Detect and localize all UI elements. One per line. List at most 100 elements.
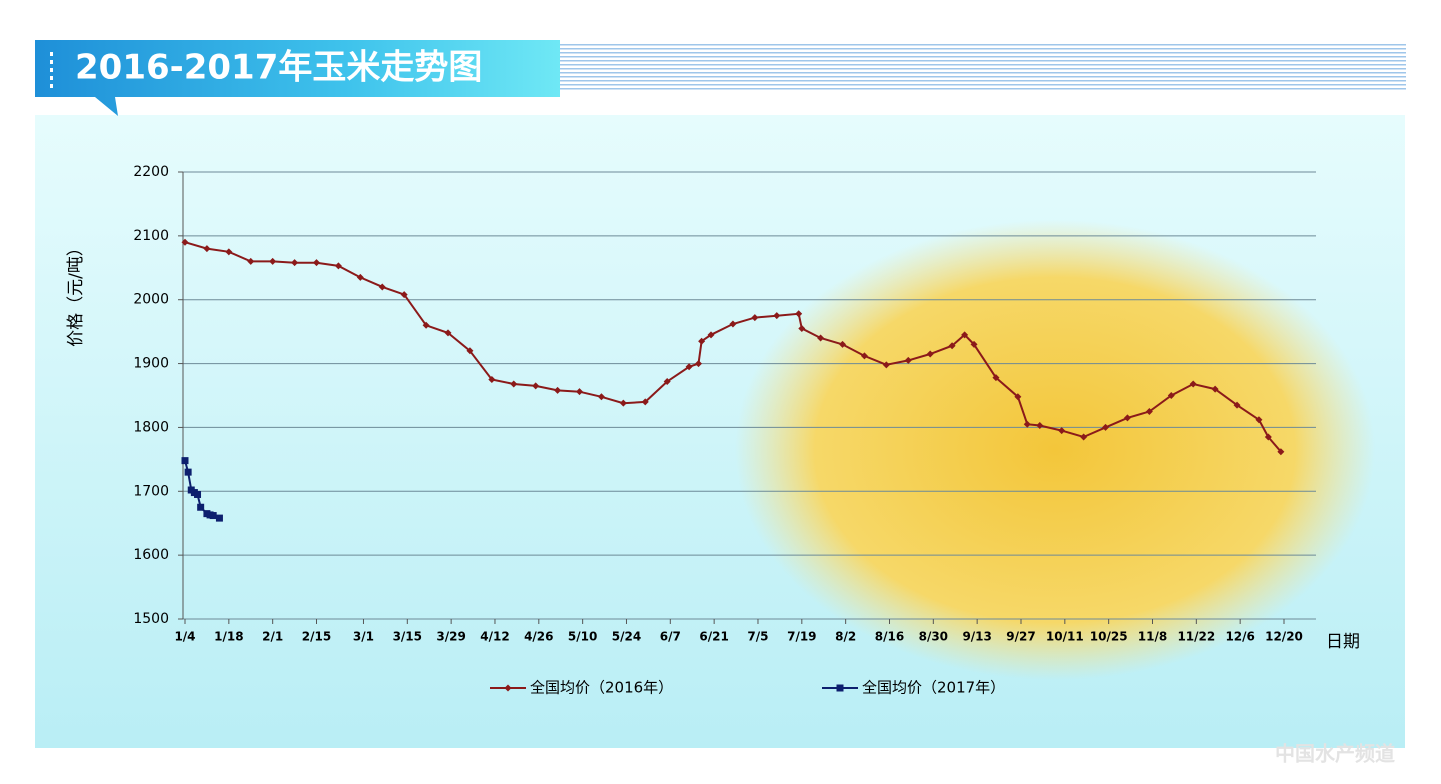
marker bbox=[619, 399, 627, 407]
marker bbox=[1255, 416, 1263, 424]
marker bbox=[1167, 392, 1175, 399]
marker bbox=[1277, 448, 1285, 456]
marker bbox=[1080, 433, 1088, 441]
marker bbox=[532, 382, 540, 390]
x-tick-label: 12/6 bbox=[1225, 630, 1254, 644]
marker bbox=[1211, 385, 1219, 393]
x-tick-label: 9/27 bbox=[1006, 630, 1035, 644]
x-tick-label: 11/22 bbox=[1177, 630, 1215, 644]
marker bbox=[795, 310, 803, 318]
x-tick-label: 12/20 bbox=[1265, 630, 1303, 644]
x-tick-label: 5/24 bbox=[612, 630, 641, 644]
marker bbox=[992, 374, 1000, 382]
marker bbox=[209, 512, 217, 520]
marker bbox=[247, 257, 255, 265]
marker bbox=[751, 314, 759, 322]
marker bbox=[970, 340, 978, 348]
marker bbox=[356, 273, 364, 281]
x-tick-label: 3/29 bbox=[436, 630, 465, 644]
marker bbox=[203, 245, 211, 253]
x-tick-label: 5/10 bbox=[568, 630, 597, 644]
marker bbox=[576, 388, 584, 396]
marker bbox=[181, 457, 189, 465]
x-tick-label: 7/19 bbox=[787, 630, 816, 644]
marker bbox=[1102, 423, 1110, 431]
marker bbox=[1145, 407, 1153, 415]
x-tick-label: 11/8 bbox=[1138, 630, 1167, 644]
x-tick-label: 6/21 bbox=[699, 630, 728, 644]
y-tick-label: 2100 bbox=[133, 228, 169, 244]
x-tick-label: 8/16 bbox=[875, 630, 904, 644]
x-tick-label: 8/2 bbox=[835, 630, 856, 644]
marker bbox=[707, 331, 715, 339]
x-tick-label: 10/25 bbox=[1090, 630, 1128, 644]
marker bbox=[1123, 414, 1131, 422]
marker bbox=[422, 321, 430, 329]
marker bbox=[948, 342, 956, 350]
marker bbox=[729, 320, 737, 328]
marker bbox=[926, 350, 934, 358]
x-axis-title: 日期 bbox=[1326, 632, 1360, 652]
marker bbox=[215, 514, 223, 522]
marker bbox=[836, 684, 844, 692]
marker bbox=[269, 257, 277, 265]
y-tick-label: 1500 bbox=[133, 611, 169, 627]
stripes bbox=[560, 42, 1406, 92]
x-tick-label: 9/13 bbox=[962, 630, 991, 644]
x-tick-label: 1/4 bbox=[174, 630, 195, 644]
marker bbox=[685, 363, 693, 371]
marker bbox=[798, 324, 806, 332]
y-tick-label: 1700 bbox=[133, 483, 169, 499]
x-tick-label: 3/15 bbox=[393, 630, 422, 644]
chart-title: 2016-2017年玉米走势图 bbox=[75, 48, 482, 88]
legend-label: 全国均价（2017年） bbox=[862, 679, 1005, 697]
marker bbox=[554, 386, 562, 394]
marker bbox=[698, 337, 706, 345]
marker bbox=[1233, 401, 1241, 409]
x-tick-label: 2/1 bbox=[262, 630, 283, 644]
marker bbox=[313, 259, 321, 267]
y-tick-label: 2000 bbox=[133, 292, 169, 308]
x-tick-label: 1/18 bbox=[214, 630, 243, 644]
marker bbox=[1264, 433, 1272, 441]
marker bbox=[334, 262, 342, 270]
marker bbox=[197, 503, 205, 511]
y-tick-label: 1600 bbox=[133, 547, 169, 563]
marker bbox=[510, 380, 518, 388]
x-tick-label: 10/11 bbox=[1046, 630, 1084, 644]
marker bbox=[1036, 422, 1044, 430]
title-banner bbox=[35, 40, 560, 116]
marker bbox=[961, 331, 969, 339]
marker bbox=[1189, 380, 1197, 388]
x-tick-label: 4/12 bbox=[480, 630, 509, 644]
marker bbox=[444, 329, 452, 337]
x-tick-label: 8/30 bbox=[919, 630, 948, 644]
marker bbox=[1058, 427, 1066, 435]
marker bbox=[773, 312, 781, 320]
y-tick-label: 1900 bbox=[133, 356, 169, 372]
marker bbox=[378, 283, 386, 291]
marker bbox=[694, 360, 702, 368]
x-tick-label: 4/26 bbox=[524, 630, 553, 644]
marker bbox=[504, 684, 512, 692]
y-axis-title: 价格（元/吨） bbox=[66, 239, 86, 347]
marker bbox=[597, 393, 605, 401]
marker bbox=[291, 259, 299, 267]
corn-decoration bbox=[735, 220, 1375, 680]
watermark: 中国水产频道 bbox=[1275, 742, 1395, 766]
marker bbox=[839, 340, 847, 348]
marker bbox=[817, 334, 825, 342]
marker bbox=[641, 398, 649, 406]
marker bbox=[225, 248, 233, 256]
x-tick-label: 7/5 bbox=[747, 630, 768, 644]
marker bbox=[181, 238, 189, 246]
marker bbox=[663, 377, 671, 385]
y-tick-label: 1800 bbox=[133, 419, 169, 435]
marker bbox=[400, 291, 408, 299]
x-tick-label: 6/7 bbox=[660, 630, 681, 644]
marker bbox=[194, 490, 202, 498]
marker bbox=[466, 347, 474, 355]
marker bbox=[860, 352, 868, 360]
marker bbox=[1023, 420, 1031, 428]
banner-dots bbox=[50, 52, 53, 88]
